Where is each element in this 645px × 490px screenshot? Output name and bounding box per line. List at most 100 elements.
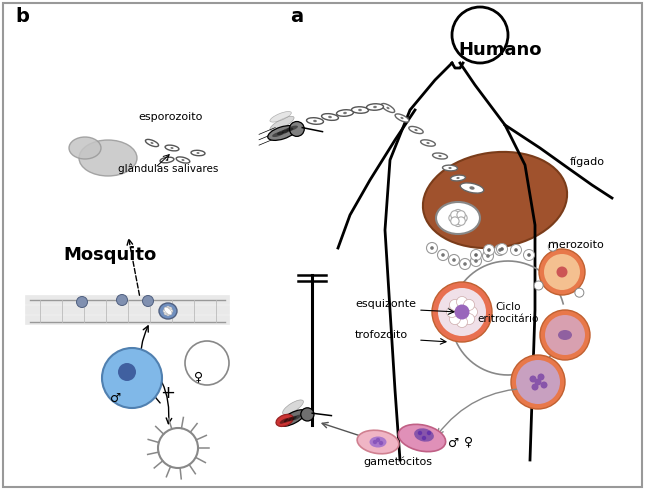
Ellipse shape <box>399 424 446 452</box>
Ellipse shape <box>160 157 174 163</box>
Circle shape <box>452 258 456 262</box>
Circle shape <box>143 295 154 307</box>
Circle shape <box>158 428 198 468</box>
Circle shape <box>376 438 380 442</box>
Circle shape <box>527 253 531 257</box>
Circle shape <box>450 314 461 324</box>
Ellipse shape <box>558 330 572 340</box>
Ellipse shape <box>313 120 317 122</box>
Circle shape <box>454 218 462 226</box>
Ellipse shape <box>280 410 306 426</box>
Ellipse shape <box>442 165 457 171</box>
Ellipse shape <box>373 106 377 108</box>
Ellipse shape <box>69 137 101 159</box>
Ellipse shape <box>272 132 284 137</box>
Ellipse shape <box>461 183 484 193</box>
Circle shape <box>540 310 590 360</box>
Circle shape <box>484 245 495 255</box>
Circle shape <box>575 288 584 297</box>
Ellipse shape <box>433 153 448 159</box>
Text: Mosquito: Mosquito <box>63 246 157 264</box>
Circle shape <box>290 122 304 136</box>
Text: ♀: ♀ <box>464 435 473 448</box>
Circle shape <box>466 307 477 318</box>
Ellipse shape <box>337 110 353 116</box>
Circle shape <box>544 254 580 290</box>
Ellipse shape <box>163 309 173 314</box>
Ellipse shape <box>292 415 301 420</box>
Ellipse shape <box>421 140 435 146</box>
Text: a: a <box>290 7 303 26</box>
Circle shape <box>501 247 504 251</box>
Circle shape <box>531 384 539 391</box>
Circle shape <box>557 267 568 277</box>
Ellipse shape <box>357 430 399 454</box>
Circle shape <box>418 431 422 435</box>
Ellipse shape <box>270 116 294 131</box>
Circle shape <box>514 248 518 252</box>
Circle shape <box>430 246 434 250</box>
Circle shape <box>498 248 502 252</box>
Circle shape <box>102 348 162 408</box>
Circle shape <box>548 242 557 251</box>
Circle shape <box>464 299 475 311</box>
Ellipse shape <box>166 306 170 316</box>
Circle shape <box>541 382 548 389</box>
Circle shape <box>510 245 522 255</box>
Text: trofozoito: trofozoito <box>355 330 408 340</box>
Circle shape <box>185 341 229 385</box>
Ellipse shape <box>270 112 292 122</box>
Circle shape <box>379 441 383 445</box>
Ellipse shape <box>191 150 205 156</box>
Circle shape <box>451 211 459 219</box>
Ellipse shape <box>470 186 475 190</box>
Circle shape <box>449 214 457 222</box>
Circle shape <box>463 262 467 266</box>
Ellipse shape <box>381 103 395 113</box>
Circle shape <box>539 249 585 295</box>
Circle shape <box>534 281 543 290</box>
Circle shape <box>454 214 462 222</box>
Ellipse shape <box>286 125 298 131</box>
Circle shape <box>454 209 462 218</box>
Ellipse shape <box>322 114 339 121</box>
Ellipse shape <box>197 152 199 154</box>
Ellipse shape <box>439 155 442 157</box>
Circle shape <box>77 296 88 308</box>
Circle shape <box>422 436 426 440</box>
Circle shape <box>451 217 459 225</box>
Circle shape <box>455 304 470 319</box>
Text: ♂: ♂ <box>448 437 459 450</box>
Circle shape <box>426 243 437 253</box>
Text: ♀: ♀ <box>194 370 203 383</box>
Ellipse shape <box>409 126 423 134</box>
FancyBboxPatch shape <box>3 3 642 487</box>
Ellipse shape <box>165 145 179 151</box>
Circle shape <box>535 378 542 386</box>
Ellipse shape <box>159 303 177 319</box>
Ellipse shape <box>401 117 404 119</box>
Circle shape <box>537 373 544 381</box>
Ellipse shape <box>276 415 293 426</box>
Ellipse shape <box>164 307 172 315</box>
Circle shape <box>373 440 377 444</box>
Circle shape <box>441 253 445 257</box>
Circle shape <box>470 255 482 267</box>
Ellipse shape <box>145 139 159 147</box>
Circle shape <box>530 375 537 383</box>
Circle shape <box>474 259 478 263</box>
Circle shape <box>448 254 459 266</box>
Ellipse shape <box>79 140 137 176</box>
Circle shape <box>470 249 482 261</box>
Ellipse shape <box>164 307 172 315</box>
Circle shape <box>457 296 468 308</box>
Text: glândulas salivares: glândulas salivares <box>118 164 219 174</box>
Text: esporozoito: esporozoito <box>138 112 203 122</box>
Text: Ciclo
eritrocitário: Ciclo eritrocitário <box>477 302 539 324</box>
Ellipse shape <box>328 116 332 118</box>
Circle shape <box>117 294 128 305</box>
Text: b: b <box>15 7 29 26</box>
Ellipse shape <box>170 147 174 149</box>
Ellipse shape <box>366 104 384 110</box>
Circle shape <box>524 249 535 261</box>
